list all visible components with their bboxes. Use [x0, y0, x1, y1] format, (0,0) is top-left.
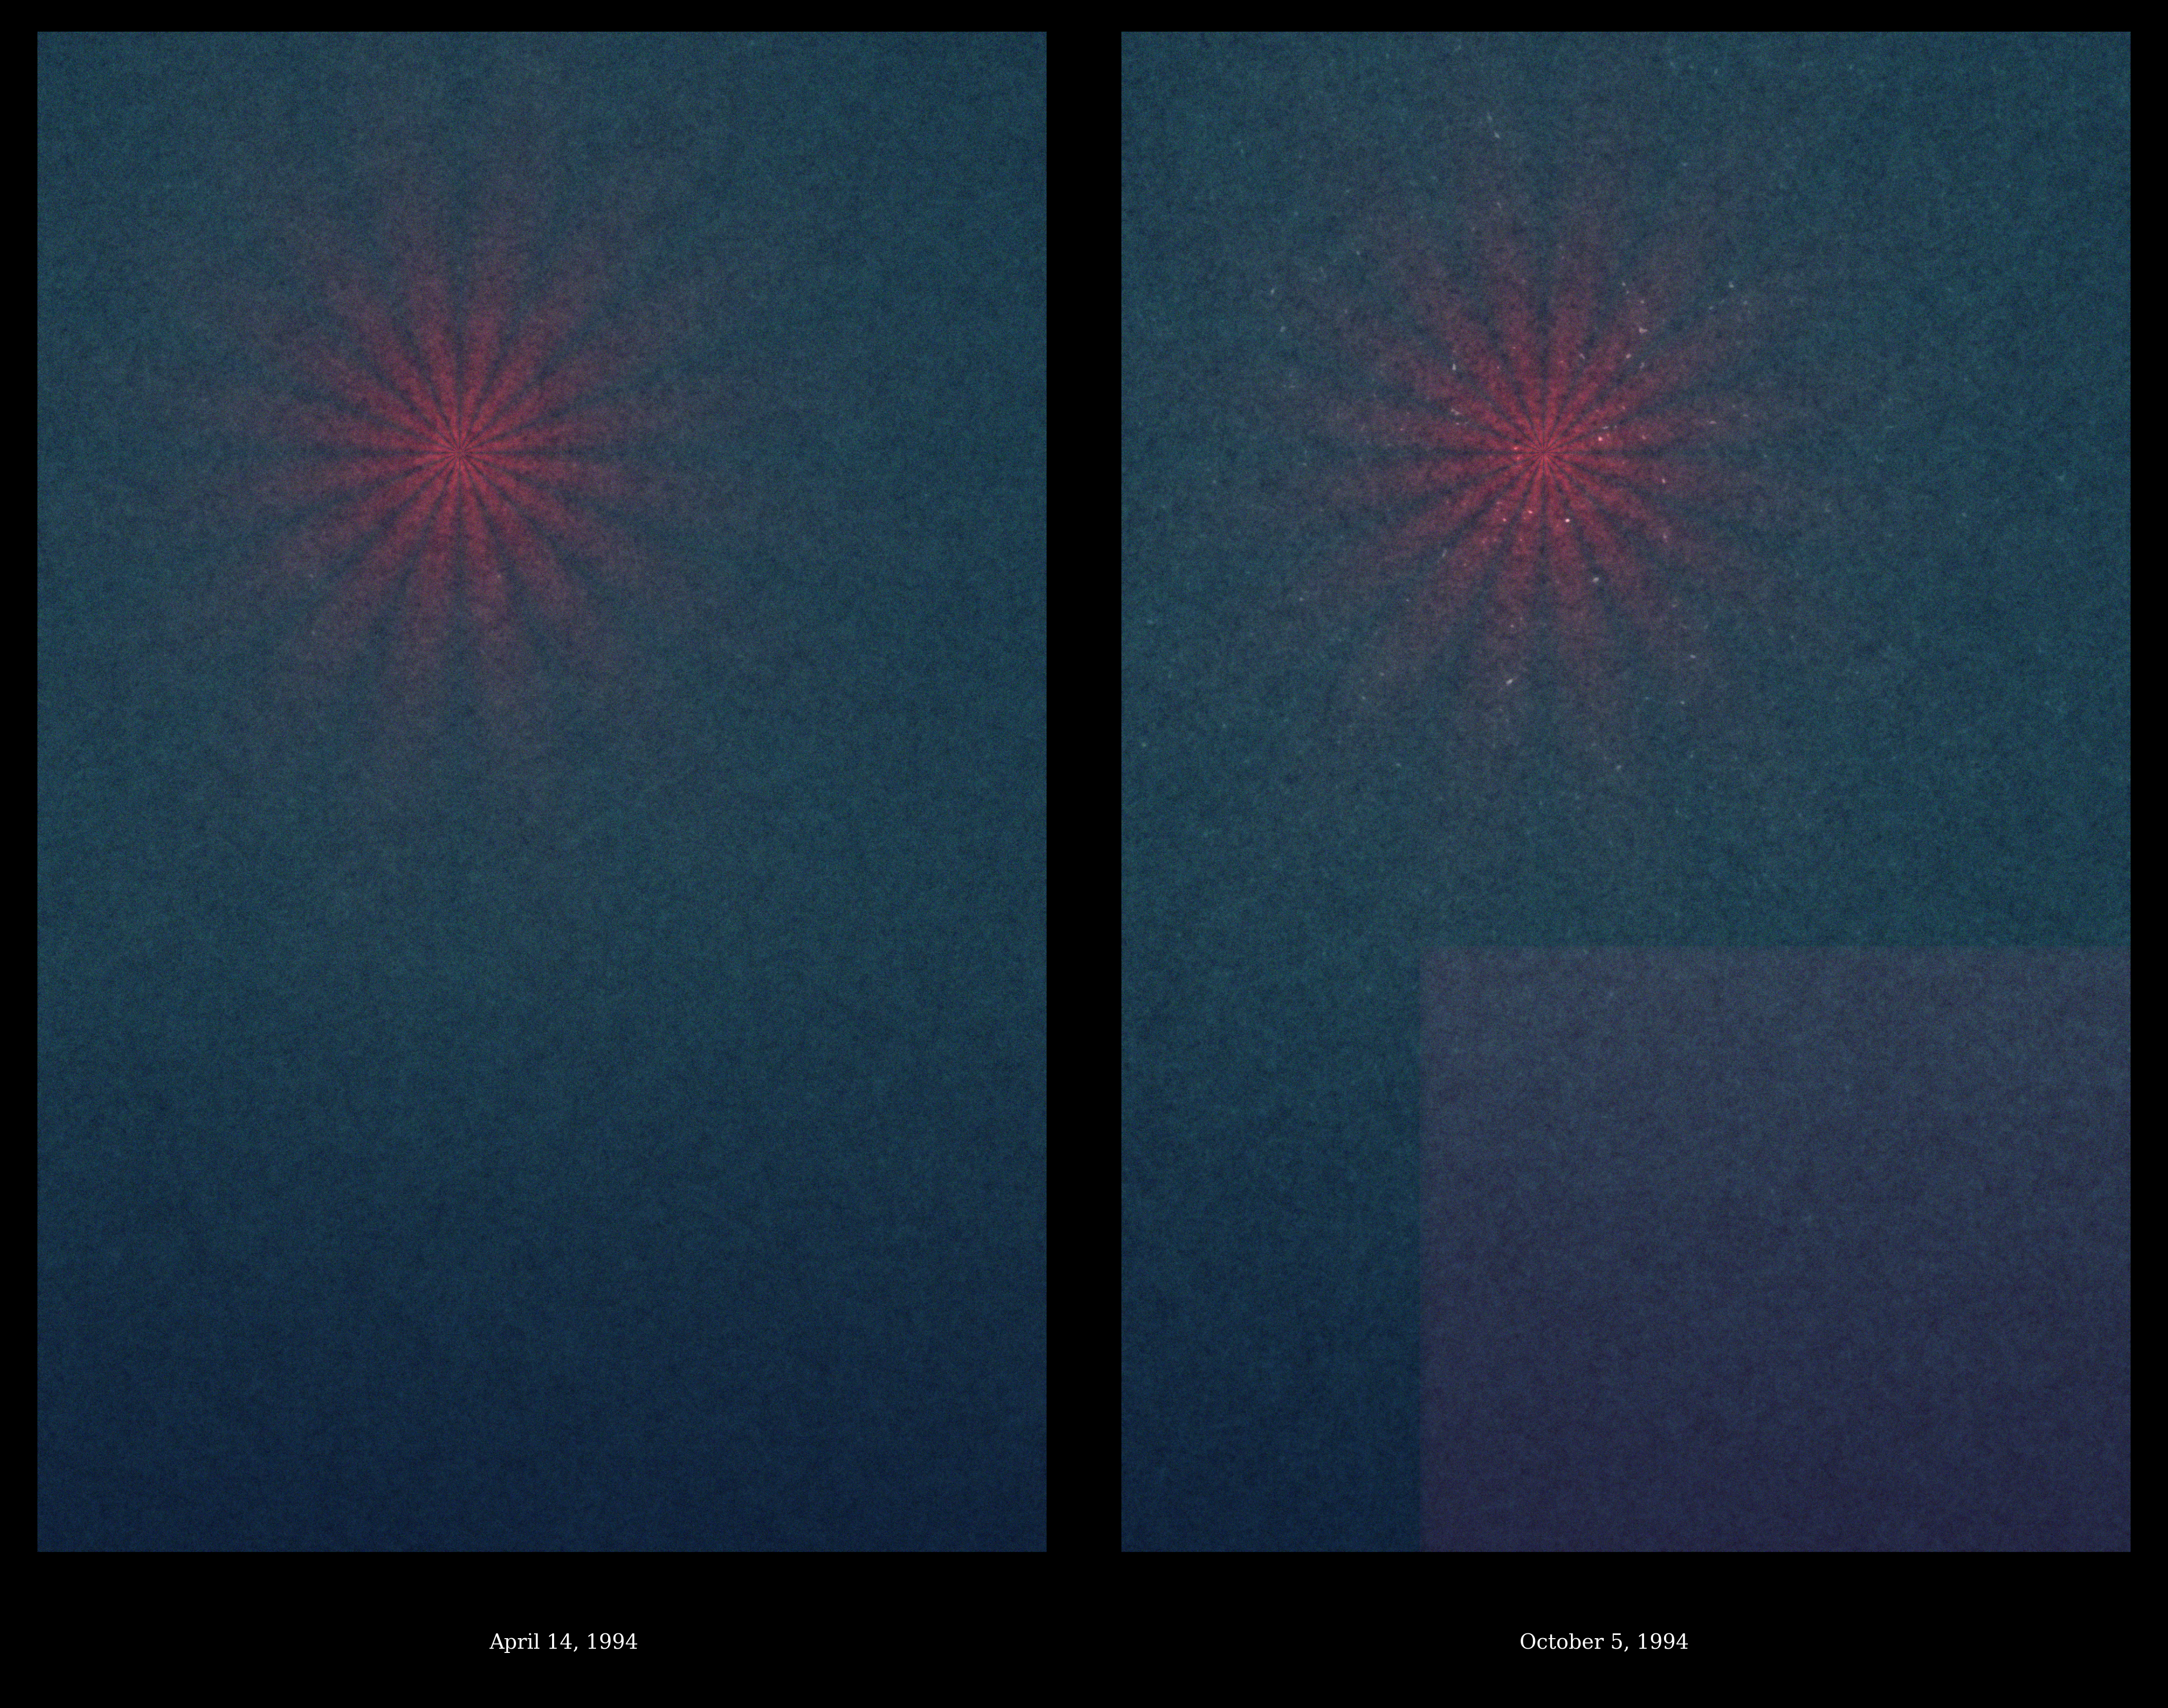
Text: October 5, 1994: October 5, 1994 — [1520, 1633, 1689, 1653]
Text: April 14, 1994: April 14, 1994 — [490, 1633, 637, 1653]
